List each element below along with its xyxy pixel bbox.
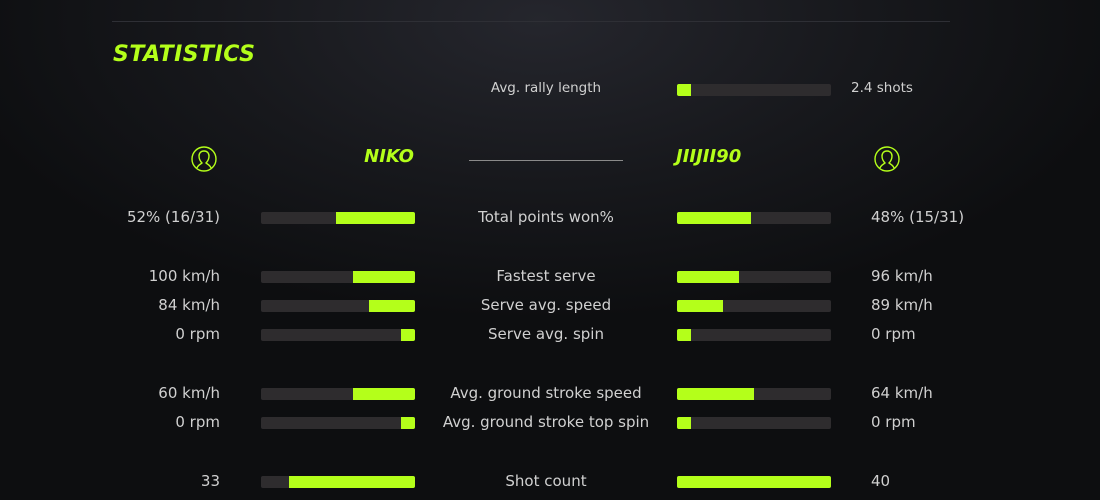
stat-left-value: 84 km/h (158, 296, 220, 314)
stat-right-bar-fill (677, 212, 751, 224)
player-left-name: NIKO (364, 146, 414, 167)
stat-left-bar-fill (288, 476, 415, 488)
rally-label: Avg. rally length (490, 80, 602, 96)
user-circle-icon (874, 146, 900, 172)
stat-label: Serve avg. speed (480, 296, 612, 314)
user-circle-icon (191, 146, 217, 172)
stat-left-bar (261, 300, 415, 312)
stat-label: Serve avg. spin (488, 325, 604, 343)
stat-right-bar-fill (677, 300, 724, 312)
stat-right-bar (677, 300, 831, 312)
stat-row: 100 km/h Fastest serve 96 km/h (0, 267, 1100, 287)
stat-label: Avg. ground stroke top spin (442, 413, 650, 431)
rally-value: 2.4 shots (851, 80, 913, 96)
stat-left-value: 0 rpm (175, 413, 220, 431)
stat-right-bar-fill (677, 329, 691, 341)
stat-left-bar (261, 329, 415, 341)
stat-left-bar (261, 417, 415, 429)
stat-right-value: 48% (15/31) (871, 208, 965, 226)
stat-right-bar-fill (677, 388, 754, 400)
stat-left-bar (261, 212, 415, 224)
stat-right-value: 96 km/h (871, 267, 933, 285)
rally-row: Avg. rally length 2.4 shots (0, 80, 1100, 100)
stat-row: 84 km/h Serve avg. speed 89 km/h (0, 296, 1100, 316)
stat-right-bar-fill (677, 271, 739, 283)
stat-left-bar-fill (353, 271, 415, 283)
stat-left-bar (261, 388, 415, 400)
stat-left-bar-fill (336, 212, 415, 224)
top-divider (112, 21, 950, 22)
stat-right-bar (677, 388, 831, 400)
rally-bar-fill (677, 84, 691, 96)
page-title: STATISTICS (113, 42, 256, 67)
stat-left-value: 100 km/h (148, 267, 220, 285)
stat-right-bar (677, 271, 831, 283)
stat-right-bar (677, 476, 831, 488)
stat-label: Shot count (505, 472, 587, 490)
stat-left-bar (261, 476, 415, 488)
stat-row: 52% (16/31) Total points won% 48% (15/31… (0, 208, 1100, 228)
rally-bar (677, 84, 831, 96)
stat-left-bar-fill (401, 329, 415, 341)
stat-label: Avg. ground stroke speed (450, 384, 642, 402)
stat-left-value: 33 (200, 472, 220, 490)
stat-right-value: 0 rpm (871, 413, 916, 431)
stat-left-value: 0 rpm (175, 325, 220, 343)
stat-left-bar (261, 271, 415, 283)
stat-right-value: 64 km/h (871, 384, 933, 402)
stat-row: 60 km/h Avg. ground stroke speed 64 km/h (0, 384, 1100, 404)
stat-left-value: 60 km/h (158, 384, 220, 402)
stat-label: Total points won% (478, 208, 614, 226)
stat-row: 33 Shot count 40 (0, 472, 1100, 492)
stat-left-bar-fill (353, 388, 415, 400)
player-right-name: JIIJII90 (676, 146, 742, 167)
stat-right-bar (677, 212, 831, 224)
stat-right-bar (677, 417, 831, 429)
stat-left-bar-fill (368, 300, 415, 312)
stat-label: Fastest serve (496, 267, 596, 285)
stat-right-value: 40 (871, 472, 891, 490)
stat-left-value: 52% (16/31) (126, 208, 220, 226)
vs-divider (469, 160, 623, 161)
stat-right-value: 89 km/h (871, 296, 933, 314)
stat-right-value: 0 rpm (871, 325, 916, 343)
stat-row: 0 rpm Avg. ground stroke top spin 0 rpm (0, 413, 1100, 433)
stat-row: 0 rpm Serve avg. spin 0 rpm (0, 325, 1100, 345)
stat-right-bar-fill (677, 417, 691, 429)
stat-left-bar-fill (401, 417, 415, 429)
stat-right-bar-fill (677, 476, 831, 488)
stat-right-bar (677, 329, 831, 341)
